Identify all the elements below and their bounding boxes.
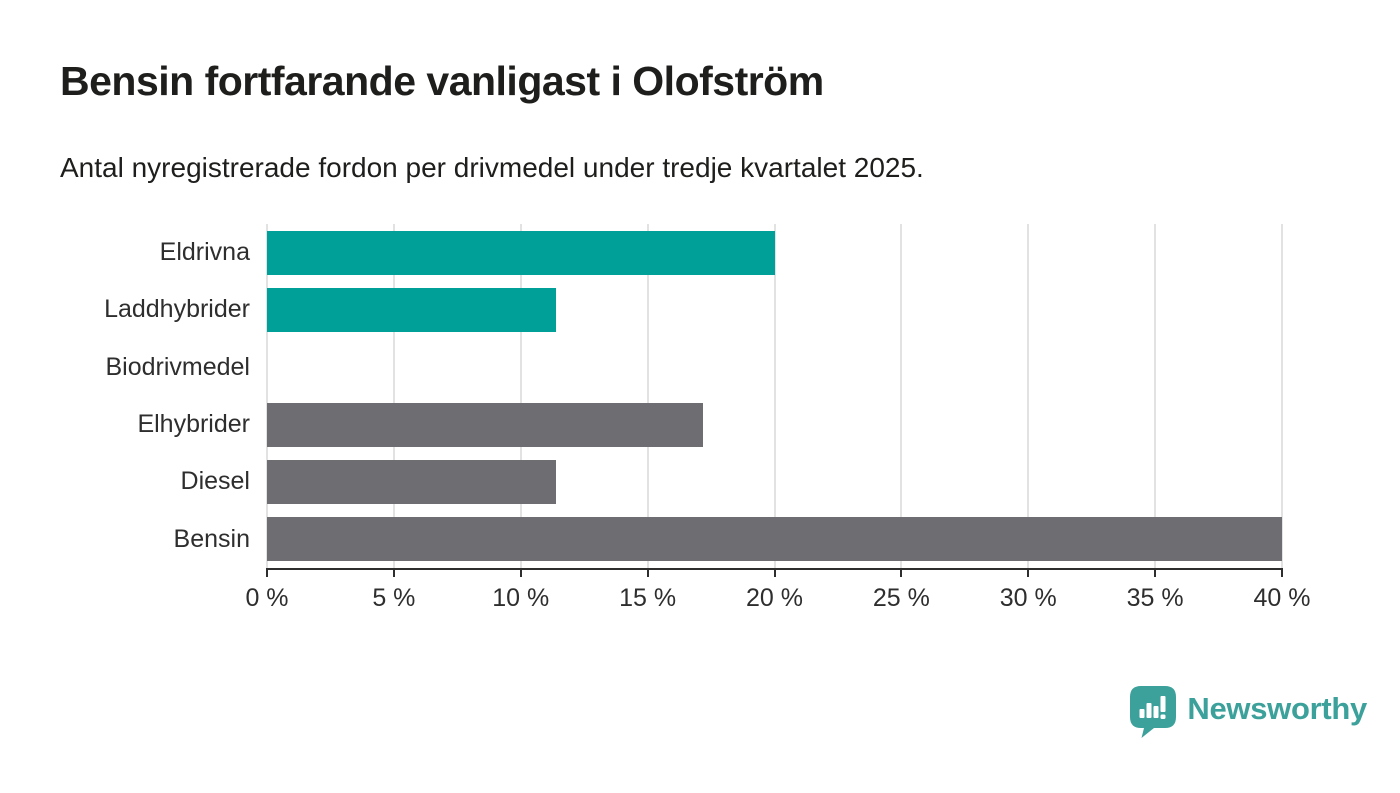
- y-axis-label: Biodrivmedel: [105, 352, 250, 381]
- bar-eldrivna: [267, 230, 775, 275]
- x-axis-tick-label: 15 %: [619, 584, 677, 612]
- newsworthy-logo-icon: [1130, 686, 1177, 738]
- y-axis-label: Bensin: [173, 524, 250, 553]
- y-axis-label: Elhybrider: [137, 410, 250, 439]
- bar-diesel: [267, 459, 557, 504]
- chart-title: Bensin fortfarande vanligast i Olofström: [60, 58, 824, 104]
- y-axis-label: Diesel: [180, 467, 250, 496]
- x-axis-tick-label: 10 %: [492, 584, 550, 612]
- gridline: [392, 224, 395, 568]
- y-axis-label: Laddhybrider: [104, 295, 250, 324]
- x-axis-tick-label: 35 %: [1126, 584, 1184, 612]
- x-axis-tick-label: 25 %: [872, 584, 930, 612]
- gridline: [266, 224, 268, 568]
- bar-row: [267, 396, 1282, 453]
- gridline: [773, 224, 776, 568]
- bar-row: [267, 281, 1282, 338]
- x-axis-tick-label: 20 %: [746, 584, 803, 612]
- bar-elhybrider: [267, 402, 704, 447]
- x-axis-tick: [266, 568, 268, 577]
- brand-logo: Newsworthy: [1130, 686, 1367, 738]
- chart-subtitle: Antal nyregistrerade fordon per drivmede…: [60, 152, 924, 183]
- y-axis-label: Eldrivna: [159, 238, 250, 267]
- bar-row: [267, 224, 1282, 281]
- gridline: [519, 224, 522, 568]
- gridline: [900, 224, 903, 568]
- x-axis-tick: [519, 568, 522, 577]
- x-axis-tick: [900, 568, 903, 577]
- x-axis-tick-label: 0 %: [245, 584, 289, 612]
- bar-chart-plot: 0 % 5 % 10 % 15 % 20 % 25 % 30 % 35 % 40 %: [245, 224, 1310, 612]
- x-axis-tick: [1027, 568, 1030, 577]
- x-axis-tick: [392, 568, 395, 577]
- brand-name: Newsworthy: [1187, 691, 1367, 726]
- x-axis-tick-label: 5 %: [372, 584, 416, 612]
- gridline: [646, 224, 649, 568]
- y-axis-labels: Eldrivna Laddhybrider Biodrivmedel Elhybrid…: [0, 224, 250, 568]
- gridline: [1154, 224, 1157, 568]
- x-axis-tick: [1154, 568, 1157, 577]
- bar-rows: [267, 224, 1282, 568]
- x-axis-tick: [646, 568, 649, 577]
- x-axis-tick-label: 40 %: [1253, 584, 1311, 612]
- x-axis-tick: [773, 568, 776, 577]
- bar-row: [267, 453, 1282, 510]
- gridline: [1281, 224, 1283, 568]
- bar-row: [267, 339, 1282, 396]
- gridline: [1027, 224, 1030, 568]
- bar-row: [267, 511, 1282, 568]
- x-axis-tick-label: 30 %: [999, 584, 1057, 612]
- bar-laddhybrider: [267, 287, 557, 332]
- bar-bensin: [267, 517, 1282, 562]
- x-axis-tick: [1281, 568, 1283, 577]
